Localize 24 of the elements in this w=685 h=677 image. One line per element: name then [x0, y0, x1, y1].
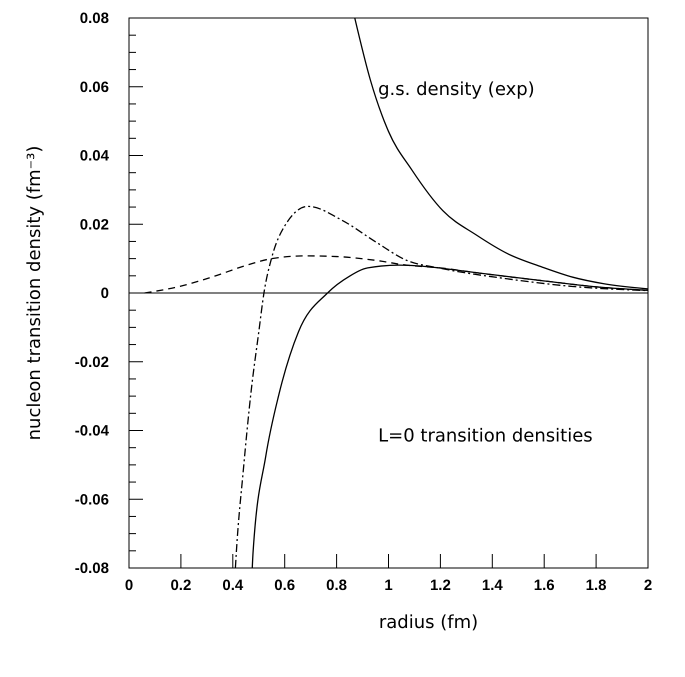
x-tick-label: 1.8	[586, 577, 607, 594]
y-tick-label: -0.06	[74, 491, 109, 508]
x-tick-label: 0.4	[222, 577, 244, 594]
y-tick-label: 0.06	[80, 78, 109, 96]
y-tick-label: 0.08	[80, 10, 109, 27]
x-tick-label: 0	[124, 577, 134, 594]
annotation: L=0 transition densities	[378, 426, 593, 446]
y-tick-label: -0.08	[74, 560, 109, 577]
x-tick-label: 1.4	[482, 577, 504, 594]
x-tick-label: 2	[644, 577, 652, 594]
y-tick-label: 0.02	[80, 216, 109, 234]
x-tick-label: 1.6	[534, 577, 555, 594]
x-axis-title: radius (fm)	[378, 612, 478, 633]
y-axis-title: nucleon transition density (fm⁻³)	[24, 146, 45, 440]
x-tick-label: 1.2	[430, 577, 451, 594]
x-tick-label: 0.8	[326, 577, 348, 594]
y-tick-label: -0.02	[74, 354, 109, 371]
y-tick-label: 0.04	[80, 148, 110, 164]
x-tick-label: 0.6	[274, 577, 296, 594]
y-tick-label: -0.04	[74, 422, 110, 440]
y-tick-label: 0	[100, 285, 109, 302]
annotation: g.s. density (exp)	[378, 79, 535, 100]
x-tick-label: 1	[384, 577, 393, 594]
x-tick-label: 0.2	[170, 577, 192, 594]
